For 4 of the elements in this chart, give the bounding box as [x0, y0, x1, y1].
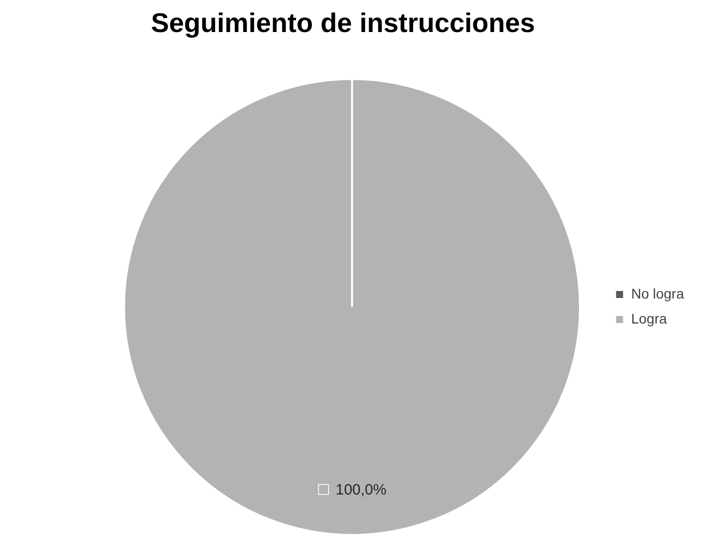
- legend-label: Logra: [631, 310, 668, 326]
- legend-label: No logra: [631, 285, 684, 302]
- data-label: 100,0%: [336, 482, 386, 499]
- chart-title: Seguimiento de instrucciones: [150, 8, 536, 39]
